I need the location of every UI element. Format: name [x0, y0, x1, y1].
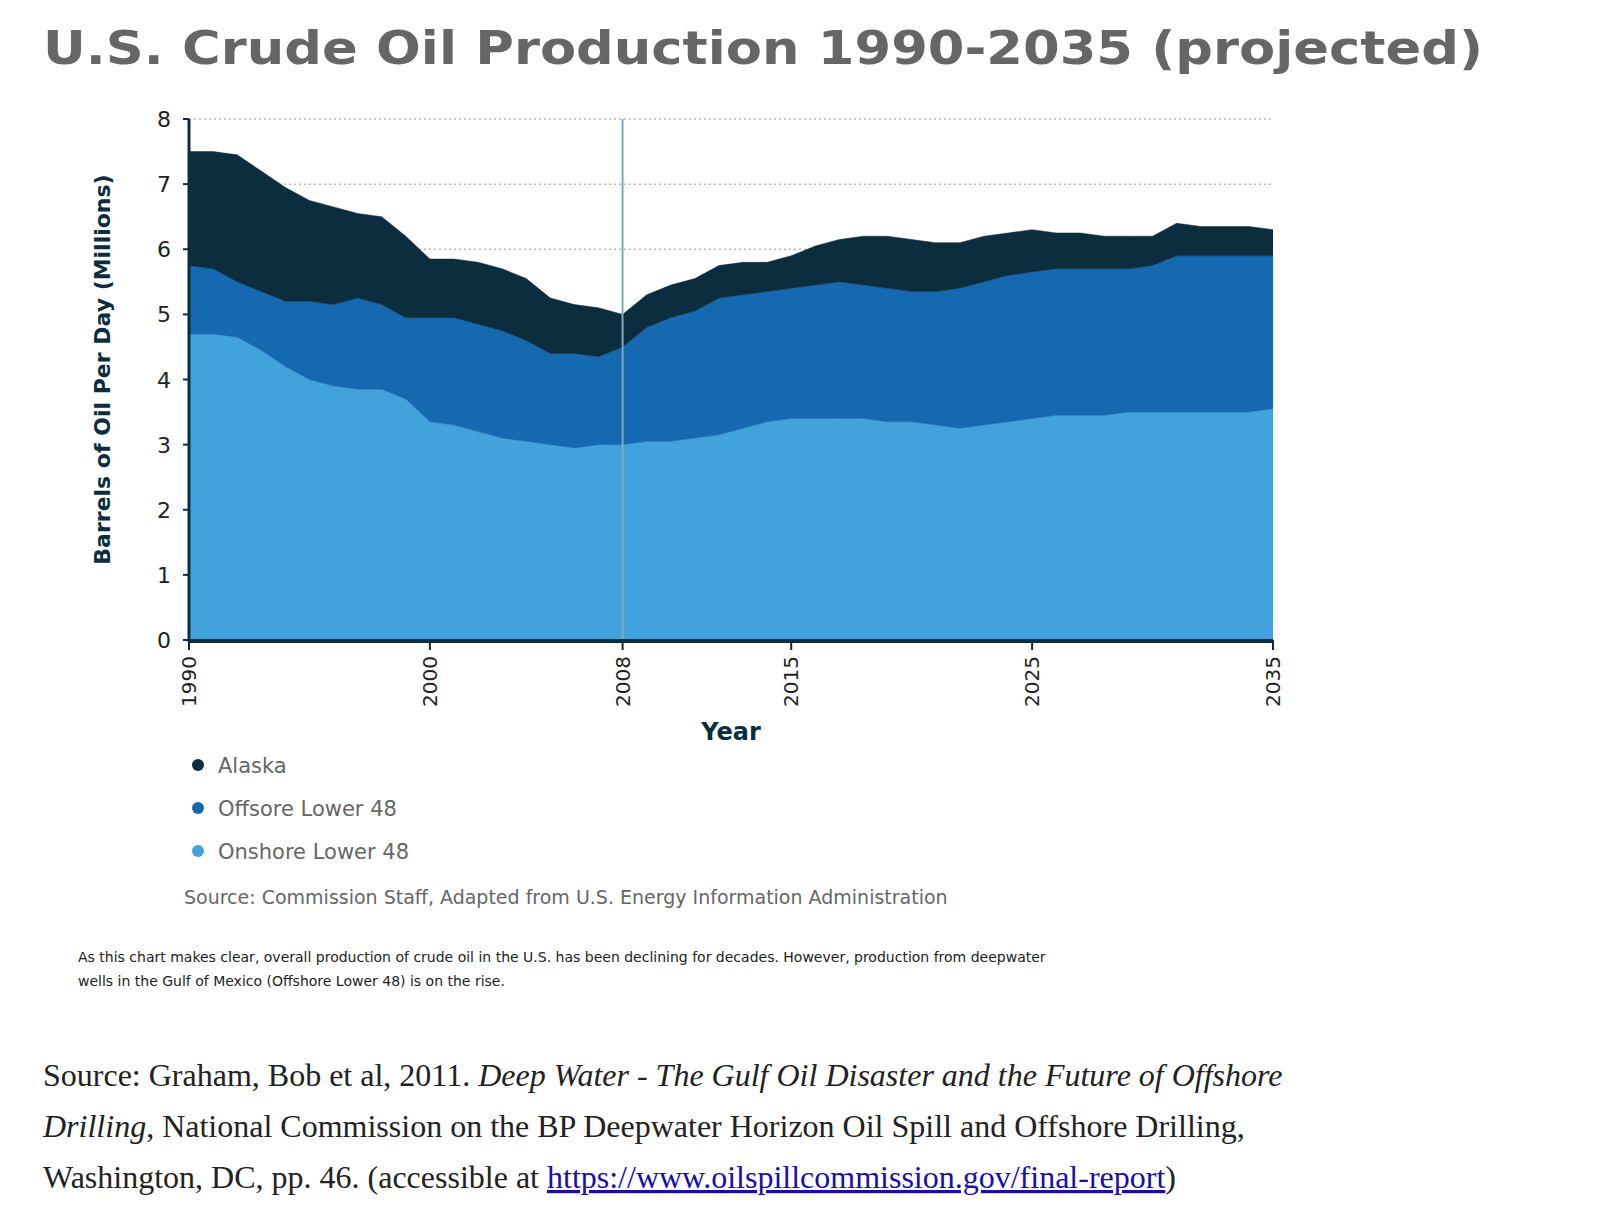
x-tick-label: 2008	[611, 656, 635, 707]
y-tick	[183, 313, 189, 315]
caption: wells in the Gulf of Mexico (Offshore Lo…	[78, 973, 505, 989]
citation-run: Deep Water - The Gulf Oil Disaster and t…	[477, 1057, 1282, 1093]
citation-line: Drilling, National Commission on the BP …	[42, 1108, 1245, 1144]
x-axis	[189, 639, 1273, 643]
legend-swatch	[192, 845, 204, 857]
citation-link[interactable]: https://www.oilspillcommission.gov/final…	[547, 1159, 1165, 1195]
source-note: Source: Commission Staff, Adapted from U…	[184, 886, 948, 908]
area-series	[189, 152, 1273, 357]
citation-run: )	[1165, 1159, 1176, 1195]
y-tick-label: 4	[157, 368, 171, 393]
grid-line	[189, 183, 1273, 185]
x-tick	[188, 640, 190, 650]
x-tick	[1031, 640, 1033, 650]
y-tick-label: 6	[157, 237, 171, 262]
y-tick	[183, 509, 189, 511]
caption: As this chart makes clear, overall produ…	[78, 949, 1046, 965]
legend-label: Alaska	[218, 754, 287, 778]
x-tick-label: 2000	[418, 656, 442, 707]
y-tick-label: 0	[157, 628, 171, 653]
legend-swatch	[192, 802, 204, 814]
y-tick	[183, 574, 189, 576]
y-tick-label: 8	[157, 107, 171, 132]
x-tick	[429, 640, 431, 650]
y-tick	[183, 118, 189, 120]
y-tick	[183, 379, 189, 381]
y-axis-label: Barrels of Oil Per Day (Millions)	[90, 174, 115, 564]
projection-line	[622, 119, 624, 640]
page: U.S. Crude Oil Production 1990-2035 (pro…	[0, 0, 1600, 1209]
x-tick-label: 2025	[1020, 656, 1044, 707]
legend-label: Onshore Lower 48	[218, 840, 409, 864]
y-tick	[183, 444, 189, 446]
title: U.S. Crude Oil Production 1990-2035 (pro…	[43, 21, 1483, 75]
legend: Alaska Offsore Lower 48 Onshore Lower 48	[192, 754, 409, 864]
areas	[189, 119, 1273, 640]
grid-line	[189, 118, 1273, 120]
x-tick	[1272, 640, 1274, 650]
y-tick-label: 5	[157, 302, 171, 327]
citation-run: , National Commission on the BP Deepwate…	[146, 1108, 1245, 1144]
x-tick-label: 1990	[177, 656, 201, 707]
citation-run: Washington, DC, pp. 46. (accessible at	[43, 1159, 547, 1195]
y-tick-label: 1	[157, 563, 171, 588]
citation-line: Source: Graham, Bob et al, 2011. Deep Wa…	[43, 1057, 1283, 1093]
x-tick	[790, 640, 792, 650]
y-tick	[183, 183, 189, 185]
y-tick-label: 2	[157, 498, 171, 523]
citation-line: Washington, DC, pp. 46. (accessible at h…	[43, 1159, 1176, 1195]
y-tick-label: 7	[157, 172, 171, 197]
x-tick-label: 2035	[1261, 656, 1285, 707]
x-axis-label: Year	[700, 718, 761, 746]
legend-label: Offsore Lower 48	[218, 797, 397, 821]
legend-swatch	[192, 759, 204, 771]
y-tick	[183, 248, 189, 250]
citation-run: Drilling	[42, 1108, 146, 1144]
y-tick-label: 3	[157, 433, 171, 458]
x-tick-label: 2015	[779, 656, 803, 707]
x-tick	[622, 640, 624, 650]
citation-run: Source: Graham, Bob et al, 2011.	[43, 1057, 478, 1093]
